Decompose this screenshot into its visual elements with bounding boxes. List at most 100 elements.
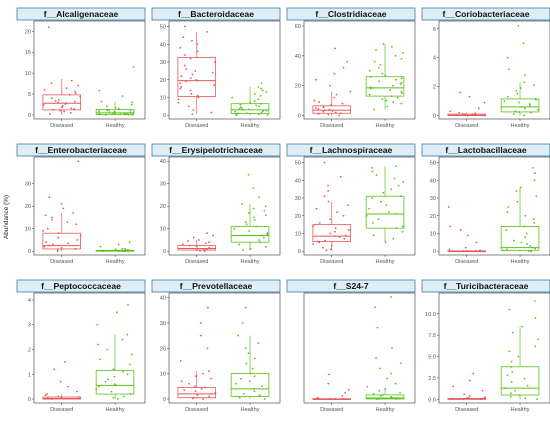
data-point bbox=[399, 391, 401, 394]
panel-title: f__Turicibacteraceae bbox=[444, 281, 529, 291]
data-point bbox=[390, 188, 393, 191]
data-point bbox=[245, 362, 248, 365]
data-point bbox=[318, 101, 321, 103]
data-point bbox=[241, 203, 243, 205]
y-tick-label: 40 bbox=[295, 54, 301, 60]
data-point bbox=[347, 388, 350, 391]
data-point bbox=[73, 108, 75, 110]
data-point bbox=[265, 214, 267, 217]
data-point bbox=[214, 391, 217, 394]
data-point bbox=[107, 378, 109, 381]
data-point bbox=[392, 84, 394, 87]
data-point bbox=[506, 13, 509, 16]
data-point bbox=[74, 92, 77, 95]
data-point bbox=[112, 368, 115, 371]
data-point bbox=[183, 64, 186, 67]
data-point bbox=[108, 108, 110, 111]
series-healthy bbox=[500, 166, 540, 253]
panel-title: f__Peptococcaceae bbox=[41, 281, 121, 291]
data-point bbox=[528, 103, 531, 105]
data-point bbox=[132, 249, 135, 252]
data-point bbox=[192, 236, 195, 239]
data-point bbox=[266, 232, 269, 235]
data-point bbox=[390, 396, 393, 398]
data-point bbox=[79, 95, 82, 98]
data-point bbox=[324, 239, 327, 242]
data-point bbox=[202, 248, 205, 250]
data-point bbox=[235, 382, 238, 385]
x-tick-label-healthy: Healthy bbox=[376, 259, 395, 265]
data-point bbox=[43, 88, 46, 91]
data-point bbox=[474, 112, 477, 115]
data-point bbox=[46, 397, 49, 399]
data-point bbox=[380, 395, 382, 397]
data-point bbox=[240, 377, 242, 380]
data-point bbox=[329, 248, 332, 251]
data-point bbox=[117, 107, 120, 110]
data-point bbox=[121, 95, 124, 98]
data-point bbox=[395, 165, 398, 167]
data-point bbox=[346, 60, 348, 63]
data-point bbox=[384, 397, 387, 400]
data-point bbox=[381, 98, 384, 100]
data-point bbox=[243, 392, 245, 395]
data-point bbox=[336, 211, 338, 214]
data-point bbox=[372, 234, 375, 237]
panel-f__Coriobacteriaceae: f__Coriobacteriaceae 0 2 4 6 Diseased Healthy bbox=[421, 7, 550, 129]
panel-f__S24-7: f__S24-7 Diseased Healthy bbox=[286, 279, 416, 413]
data-point bbox=[375, 174, 378, 176]
data-point bbox=[106, 109, 109, 112]
data-point bbox=[76, 239, 79, 241]
data-point bbox=[365, 214, 368, 217]
data-point bbox=[124, 248, 126, 250]
data-point bbox=[375, 357, 377, 360]
y-tick-label: 40 bbox=[160, 42, 166, 48]
data-point bbox=[197, 79, 199, 82]
data-point bbox=[386, 377, 389, 380]
data-point bbox=[244, 347, 247, 350]
data-point bbox=[208, 395, 211, 398]
data-point bbox=[50, 97, 53, 100]
data-point bbox=[42, 230, 44, 232]
data-point bbox=[195, 78, 198, 81]
data-point bbox=[129, 393, 132, 395]
data-point bbox=[371, 197, 374, 199]
data-point bbox=[402, 51, 404, 54]
series-healthy bbox=[500, 300, 540, 401]
data-point bbox=[196, 50, 199, 53]
data-point bbox=[520, 105, 523, 108]
data-point bbox=[120, 249, 123, 252]
data-point bbox=[376, 326, 379, 329]
data-point bbox=[515, 190, 518, 192]
data-point bbox=[483, 114, 486, 117]
data-point bbox=[63, 360, 66, 363]
data-point bbox=[177, 98, 180, 101]
data-point bbox=[117, 243, 120, 246]
data-point bbox=[113, 110, 116, 113]
data-point bbox=[213, 61, 216, 63]
data-point bbox=[479, 398, 482, 401]
data-point bbox=[385, 99, 388, 102]
data-point bbox=[344, 391, 347, 394]
data-point bbox=[346, 204, 349, 207]
data-point bbox=[130, 103, 133, 106]
data-point bbox=[468, 394, 471, 397]
data-point bbox=[255, 104, 258, 107]
data-point bbox=[77, 396, 80, 398]
data-point bbox=[48, 244, 51, 247]
x-tick-label-healthy: Healthy bbox=[241, 407, 260, 413]
data-point bbox=[197, 96, 200, 99]
data-point bbox=[534, 98, 537, 100]
x-tick-label-diseased: Diseased bbox=[50, 123, 73, 129]
y-tick-label: 50 bbox=[160, 25, 166, 31]
data-point bbox=[329, 232, 331, 235]
data-point bbox=[57, 232, 60, 235]
data-point bbox=[247, 212, 250, 214]
data-point bbox=[46, 227, 49, 230]
data-point bbox=[57, 98, 60, 101]
data-point bbox=[179, 87, 182, 90]
y-tick-label: 10.0 bbox=[425, 312, 436, 318]
data-point bbox=[468, 379, 471, 382]
data-point bbox=[196, 394, 199, 397]
y-tick-label: 7.5 bbox=[428, 333, 436, 339]
